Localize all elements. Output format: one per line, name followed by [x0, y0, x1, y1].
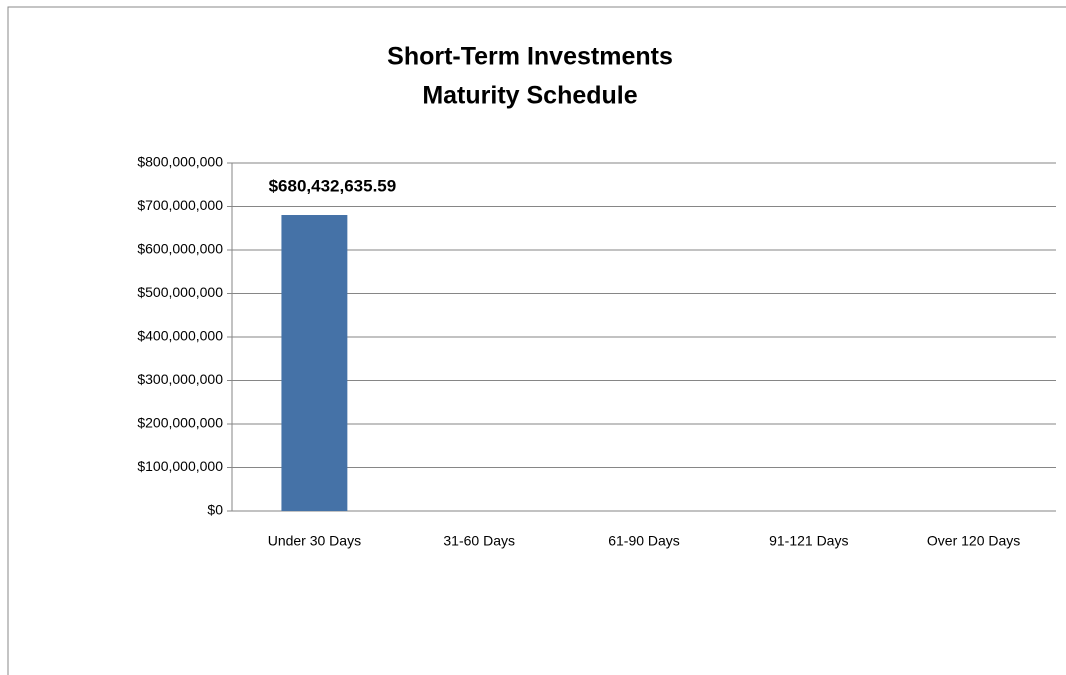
chart-title: Maturity Schedule	[422, 82, 637, 110]
x-tick-label: 91-121 Days	[769, 533, 848, 549]
x-tick-label: 31-60 Days	[443, 533, 515, 549]
data-label: $680,432,635.59	[269, 176, 397, 195]
y-tick-label: $500,000,000	[137, 284, 223, 300]
y-tick-label: $300,000,000	[137, 371, 223, 387]
x-tick-label: Under 30 Days	[268, 533, 361, 549]
y-tick-label: $600,000,000	[137, 241, 223, 257]
y-tick-label: $100,000,000	[137, 458, 223, 474]
x-tick-label: Over 120 Days	[927, 533, 1020, 549]
chart-frame	[7, 6, 1066, 675]
y-tick-label: $200,000,000	[137, 415, 223, 431]
y-tick-label: $800,000,000	[137, 154, 223, 170]
x-tick-label: 61-90 Days	[608, 533, 680, 549]
y-tick-label: $700,000,000	[137, 197, 223, 213]
bar	[281, 215, 348, 511]
chart-title: Short-Term Investments	[387, 43, 673, 71]
y-tick-label: $400,000,000	[137, 328, 223, 344]
y-tick-label: $0	[207, 502, 223, 518]
